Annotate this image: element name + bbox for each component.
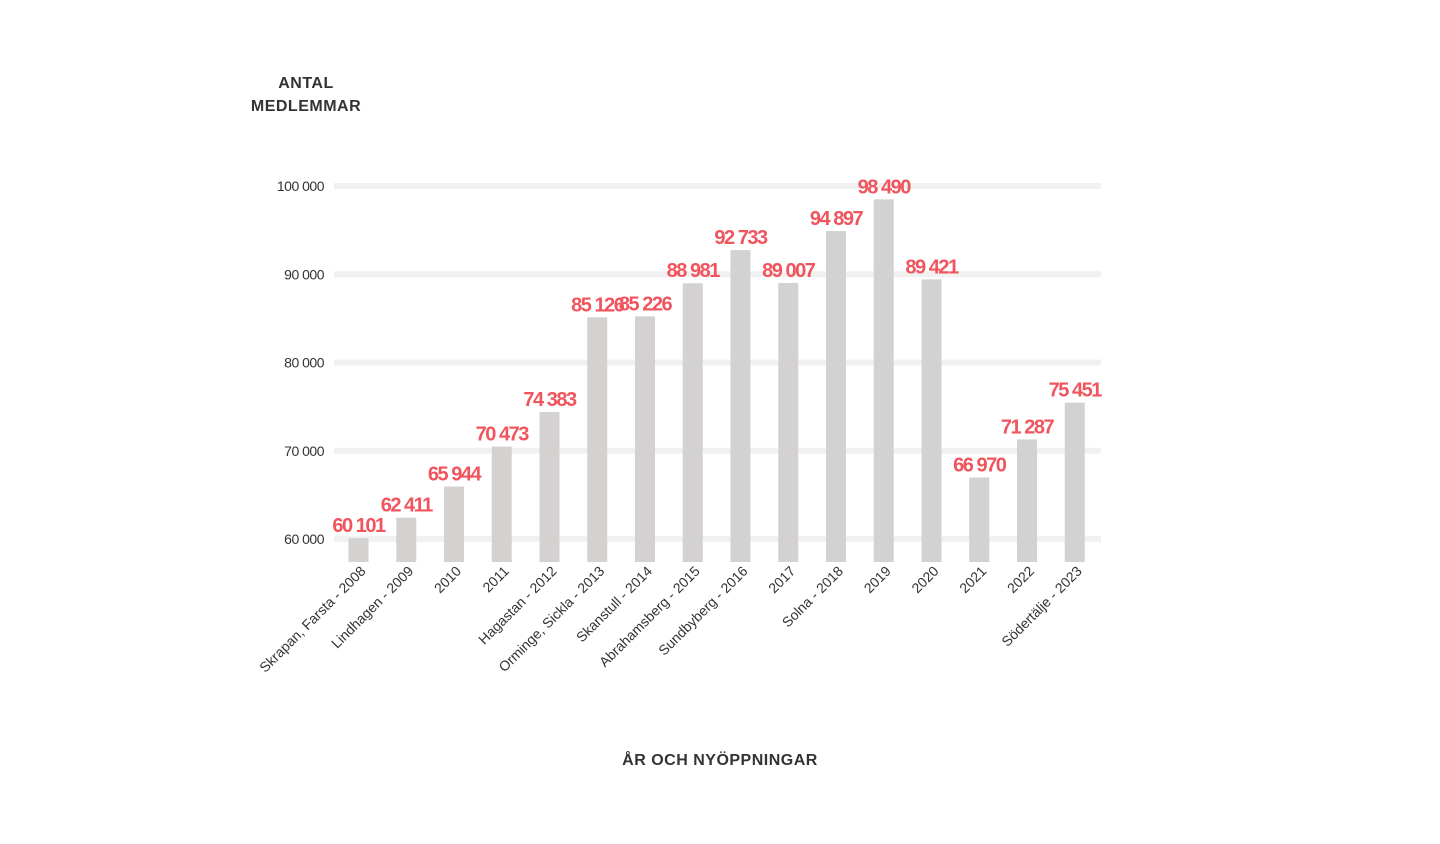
x-tick-label: Södertälje - 2023 (998, 563, 1085, 650)
value-label: 70 473 (476, 424, 530, 446)
value-label: 88 981 (667, 260, 721, 282)
gridline (334, 183, 1101, 189)
x-tick-label: 2011 (479, 563, 512, 596)
x-tick-label: 2021 (956, 563, 989, 596)
gridline (334, 271, 1101, 278)
x-axis-title: ÅR OCH NYÖPPNINGAR (622, 752, 818, 769)
y-axis-title: ANTAL MEDLEMMAR (236, 72, 376, 118)
x-tick-label: 2017 (765, 563, 798, 596)
y-tick-label: 60 000 (284, 531, 325, 547)
bar (1064, 402, 1085, 562)
x-tick-label: 2019 (861, 563, 894, 596)
value-label: 92 733 (714, 227, 768, 249)
value-label: 85 226 (619, 293, 673, 315)
bar (778, 283, 799, 562)
value-label: 71 287 (1001, 416, 1055, 438)
y-tick-label: 70 000 (284, 443, 325, 459)
bar (921, 279, 942, 562)
value-label: 85 126 (571, 294, 625, 316)
bar (682, 283, 703, 562)
value-label: 75 451 (1049, 380, 1103, 402)
bar (826, 231, 846, 562)
x-tick-label: 2020 (908, 563, 941, 596)
y-tick-label: 90 000 (284, 266, 325, 282)
value-label: 74 383 (523, 389, 577, 411)
y-axis-title-line-1: ANTAL (278, 75, 334, 92)
bar (444, 486, 464, 562)
value-label: 62 411 (381, 495, 433, 517)
gridline (334, 447, 1101, 454)
bar (873, 199, 894, 562)
bar (1017, 439, 1037, 562)
y-axis-title-line-2: MEDLEMMAR (250, 98, 362, 115)
value-label: 98 490 (858, 176, 912, 198)
bar (730, 250, 751, 562)
bar (587, 317, 608, 562)
value-label: 66 970 (953, 454, 1007, 476)
bar (539, 412, 560, 562)
y-tick-label: 80 000 (284, 355, 325, 371)
value-label: 89 421 (905, 256, 959, 278)
bar (491, 446, 512, 562)
x-tick-label: 2010 (431, 563, 464, 596)
gridline (334, 536, 1101, 542)
bar (396, 517, 417, 562)
x-tick-label: 2022 (1004, 563, 1037, 596)
bar (969, 477, 990, 562)
value-label: 65 944 (428, 464, 483, 486)
bar (348, 538, 369, 562)
value-label: 60 101 (332, 515, 386, 537)
x-tick-label: Lindhagen - 2009 (328, 563, 417, 652)
x-tick-label: Sundbyberg - 2016 (655, 563, 751, 659)
gridline (334, 359, 1101, 366)
y-tick-label: 100 000 (277, 178, 325, 194)
value-label: 89 007 (762, 260, 816, 282)
value-label: 94 897 (810, 208, 864, 230)
bar (635, 316, 655, 562)
